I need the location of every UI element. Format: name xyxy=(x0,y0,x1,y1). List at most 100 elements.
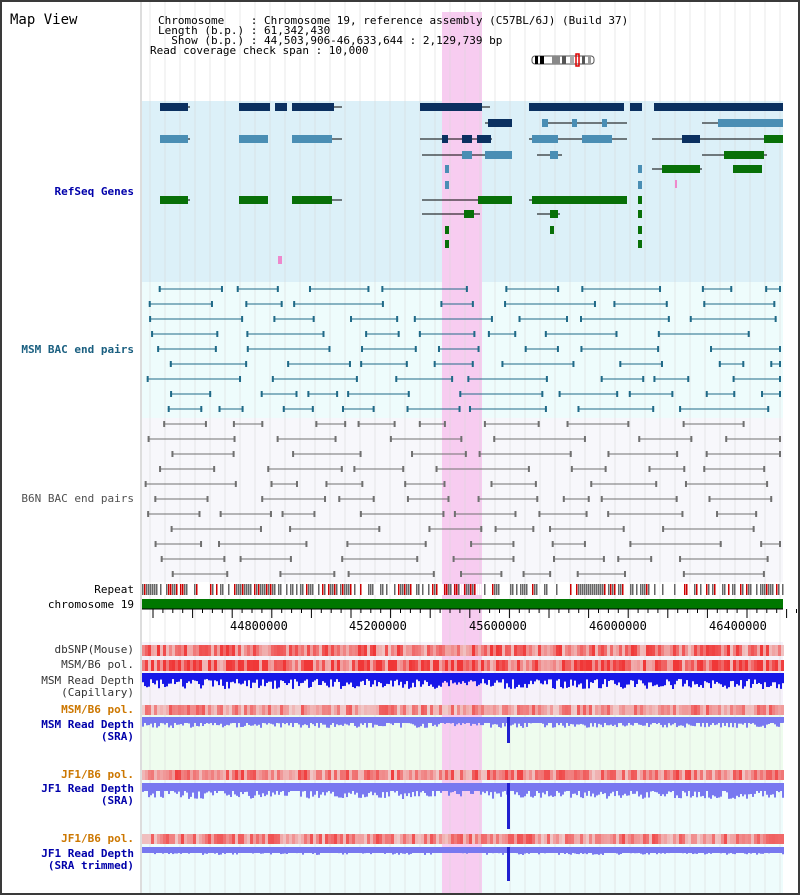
track-label-jf1-b6-pol-2[interactable]: JF1/B6 pol. xyxy=(61,832,134,845)
msm-depth-sra-bar xyxy=(456,717,458,725)
jf1-depth-trim-bar xyxy=(194,847,196,852)
track-label-jf1-b6-pol-1[interactable]: JF1/B6 pol. xyxy=(61,768,134,781)
track-label-repeat[interactable]: Repeat xyxy=(94,583,134,596)
jf1-b6-pol-strip xyxy=(715,834,718,844)
repeat-mark xyxy=(660,584,662,595)
msm-depth-sra-bar xyxy=(518,717,520,724)
msm-depth-cap-bar xyxy=(604,673,606,680)
msm-b6-pol-strip xyxy=(520,660,523,671)
msm-depth-sra-bar xyxy=(320,717,322,723)
msm-b6-pol-strip xyxy=(277,705,280,715)
msm-depth-sra-bar xyxy=(736,717,738,728)
jf1-depth-sra-bar xyxy=(546,783,548,790)
msm-depth-cap-bar xyxy=(462,673,464,682)
jf1-depth-trim-bar xyxy=(480,847,482,851)
msm-depth-cap-bar xyxy=(306,673,308,680)
b6n-bac-pair-end xyxy=(372,496,375,502)
jf1-b6-pol-strip xyxy=(406,770,409,780)
msm-depth-sra-bar xyxy=(194,717,196,722)
jf1-b6-pol-strip xyxy=(523,834,526,844)
msm-depth-cap-bar xyxy=(440,673,442,687)
msm-b6-pol-strip xyxy=(148,660,151,671)
msm-b6-pol-strip xyxy=(781,705,784,715)
repeat-mark xyxy=(746,584,748,595)
jf1-b6-pol-strip xyxy=(334,770,337,780)
track-label-jf1-depth-trim[interactable]: JF1 Read Depth xyxy=(41,847,134,860)
jf1-b6-pol-strip xyxy=(622,834,625,844)
jf1-b6-pol-strip xyxy=(217,834,220,844)
dbsnp-strip xyxy=(721,645,724,656)
msm-b6-pol-strip xyxy=(652,660,655,671)
msm-depth-cap-bar xyxy=(672,673,674,689)
msm-b6-pol-strip xyxy=(676,660,679,671)
track-label-msm-depth-cap[interactable]: MSM Read Depth xyxy=(41,674,134,687)
track-label-msm-b6-pol-1[interactable]: MSM/B6 pol. xyxy=(61,658,134,671)
msm-depth-sra-bar xyxy=(684,717,686,728)
msm-depth-sra-bar xyxy=(214,717,216,722)
msm-depth-sra-bar xyxy=(678,717,680,726)
jf1-depth-trim-bar xyxy=(456,847,458,852)
b6n-bac-pair-end xyxy=(760,541,763,547)
msm-depth-sra-bar xyxy=(158,717,160,727)
jf1-depth-trim-bar xyxy=(364,847,366,854)
track-label-jf1-depth-sra[interactable]: JF1 Read Depth xyxy=(41,782,134,795)
dbsnp-strip xyxy=(670,645,673,656)
msm-depth-sra-bar xyxy=(404,717,406,723)
jf1-b6-pol-strip xyxy=(307,770,310,780)
dbsnp-strip xyxy=(334,645,337,656)
msm-b6-pol-strip xyxy=(151,660,154,671)
msm-b6-pol-strip xyxy=(601,660,604,671)
msm-depth-cap-bar xyxy=(610,673,612,681)
repeat-mark xyxy=(190,584,192,595)
jf1-depth-sra-bar xyxy=(462,783,464,789)
msm-depth-cap-bar xyxy=(198,673,200,685)
dbsnp-strip xyxy=(178,645,181,656)
msm-b6-pol-strip xyxy=(250,705,253,715)
dbsnp-strip xyxy=(541,645,544,656)
msm-b6-pol-strip xyxy=(685,660,688,671)
jf1-depth-sra-bar xyxy=(574,783,576,794)
msm-b6-pol-strip xyxy=(595,660,598,671)
track-label-b6n-bac[interactable]: B6N BAC end pairs xyxy=(21,492,134,505)
track-label-msm-depth-sra[interactable]: MSM Read Depth xyxy=(41,718,134,731)
dbsnp-strip xyxy=(631,645,634,656)
track-label-refseq[interactable]: RefSeq Genes xyxy=(54,185,134,198)
msm-bac-pair-end xyxy=(703,301,706,307)
msm-b6-pol-strip xyxy=(670,660,673,671)
jf1-depth-sra-bar xyxy=(246,783,248,792)
msm-depth-sra-bar xyxy=(710,717,712,725)
jf1-b6-pol-strip xyxy=(328,770,331,780)
repeat-mark xyxy=(232,584,234,595)
track-label-msm-b6-pol-2[interactable]: MSM/B6 pol. xyxy=(61,703,134,716)
jf1-b6-pol-strip xyxy=(685,834,688,844)
repeat-mark xyxy=(562,584,564,595)
jf1-depth-trim-bar xyxy=(504,847,506,852)
jf1-b6-pol-strip xyxy=(268,770,271,780)
track-label-dbsnp[interactable]: dbSNP(Mouse) xyxy=(54,643,134,656)
track-label-msm-bac[interactable]: MSM BAC end pairs xyxy=(21,343,134,356)
jf1-depth-sra-bar xyxy=(548,783,550,797)
jf1-b6-pol-strip xyxy=(388,770,391,780)
b6n-bac-pair-end xyxy=(570,466,573,472)
jf1-depth-sra-bar xyxy=(756,783,758,790)
msm-depth-cap-bar xyxy=(322,673,324,682)
msm-depth-sra-bar xyxy=(708,717,710,727)
repeat-mark xyxy=(478,584,480,595)
gene-exon xyxy=(239,135,268,143)
repeat-mark xyxy=(300,584,302,595)
gene-exon xyxy=(529,103,624,111)
msm-depth-sra-bar xyxy=(376,717,378,725)
msm-depth-sra-bar xyxy=(714,717,716,726)
msm-b6-pol-strip xyxy=(391,660,394,671)
jf1-b6-pol-strip xyxy=(436,770,439,780)
jf1-b6-pol-strip xyxy=(151,834,154,844)
msm-bac-pair-end xyxy=(504,301,507,307)
msm-bac-pair-end xyxy=(406,406,409,412)
msm-b6-pol-strip xyxy=(655,705,658,715)
jf1-b6-pol-strip xyxy=(361,770,364,780)
dbsnp-strip xyxy=(277,645,280,656)
b6n-bac-pair-end xyxy=(500,571,503,577)
msm-b6-pol-strip xyxy=(541,705,544,715)
msm-depth-cap-bar xyxy=(276,673,278,689)
